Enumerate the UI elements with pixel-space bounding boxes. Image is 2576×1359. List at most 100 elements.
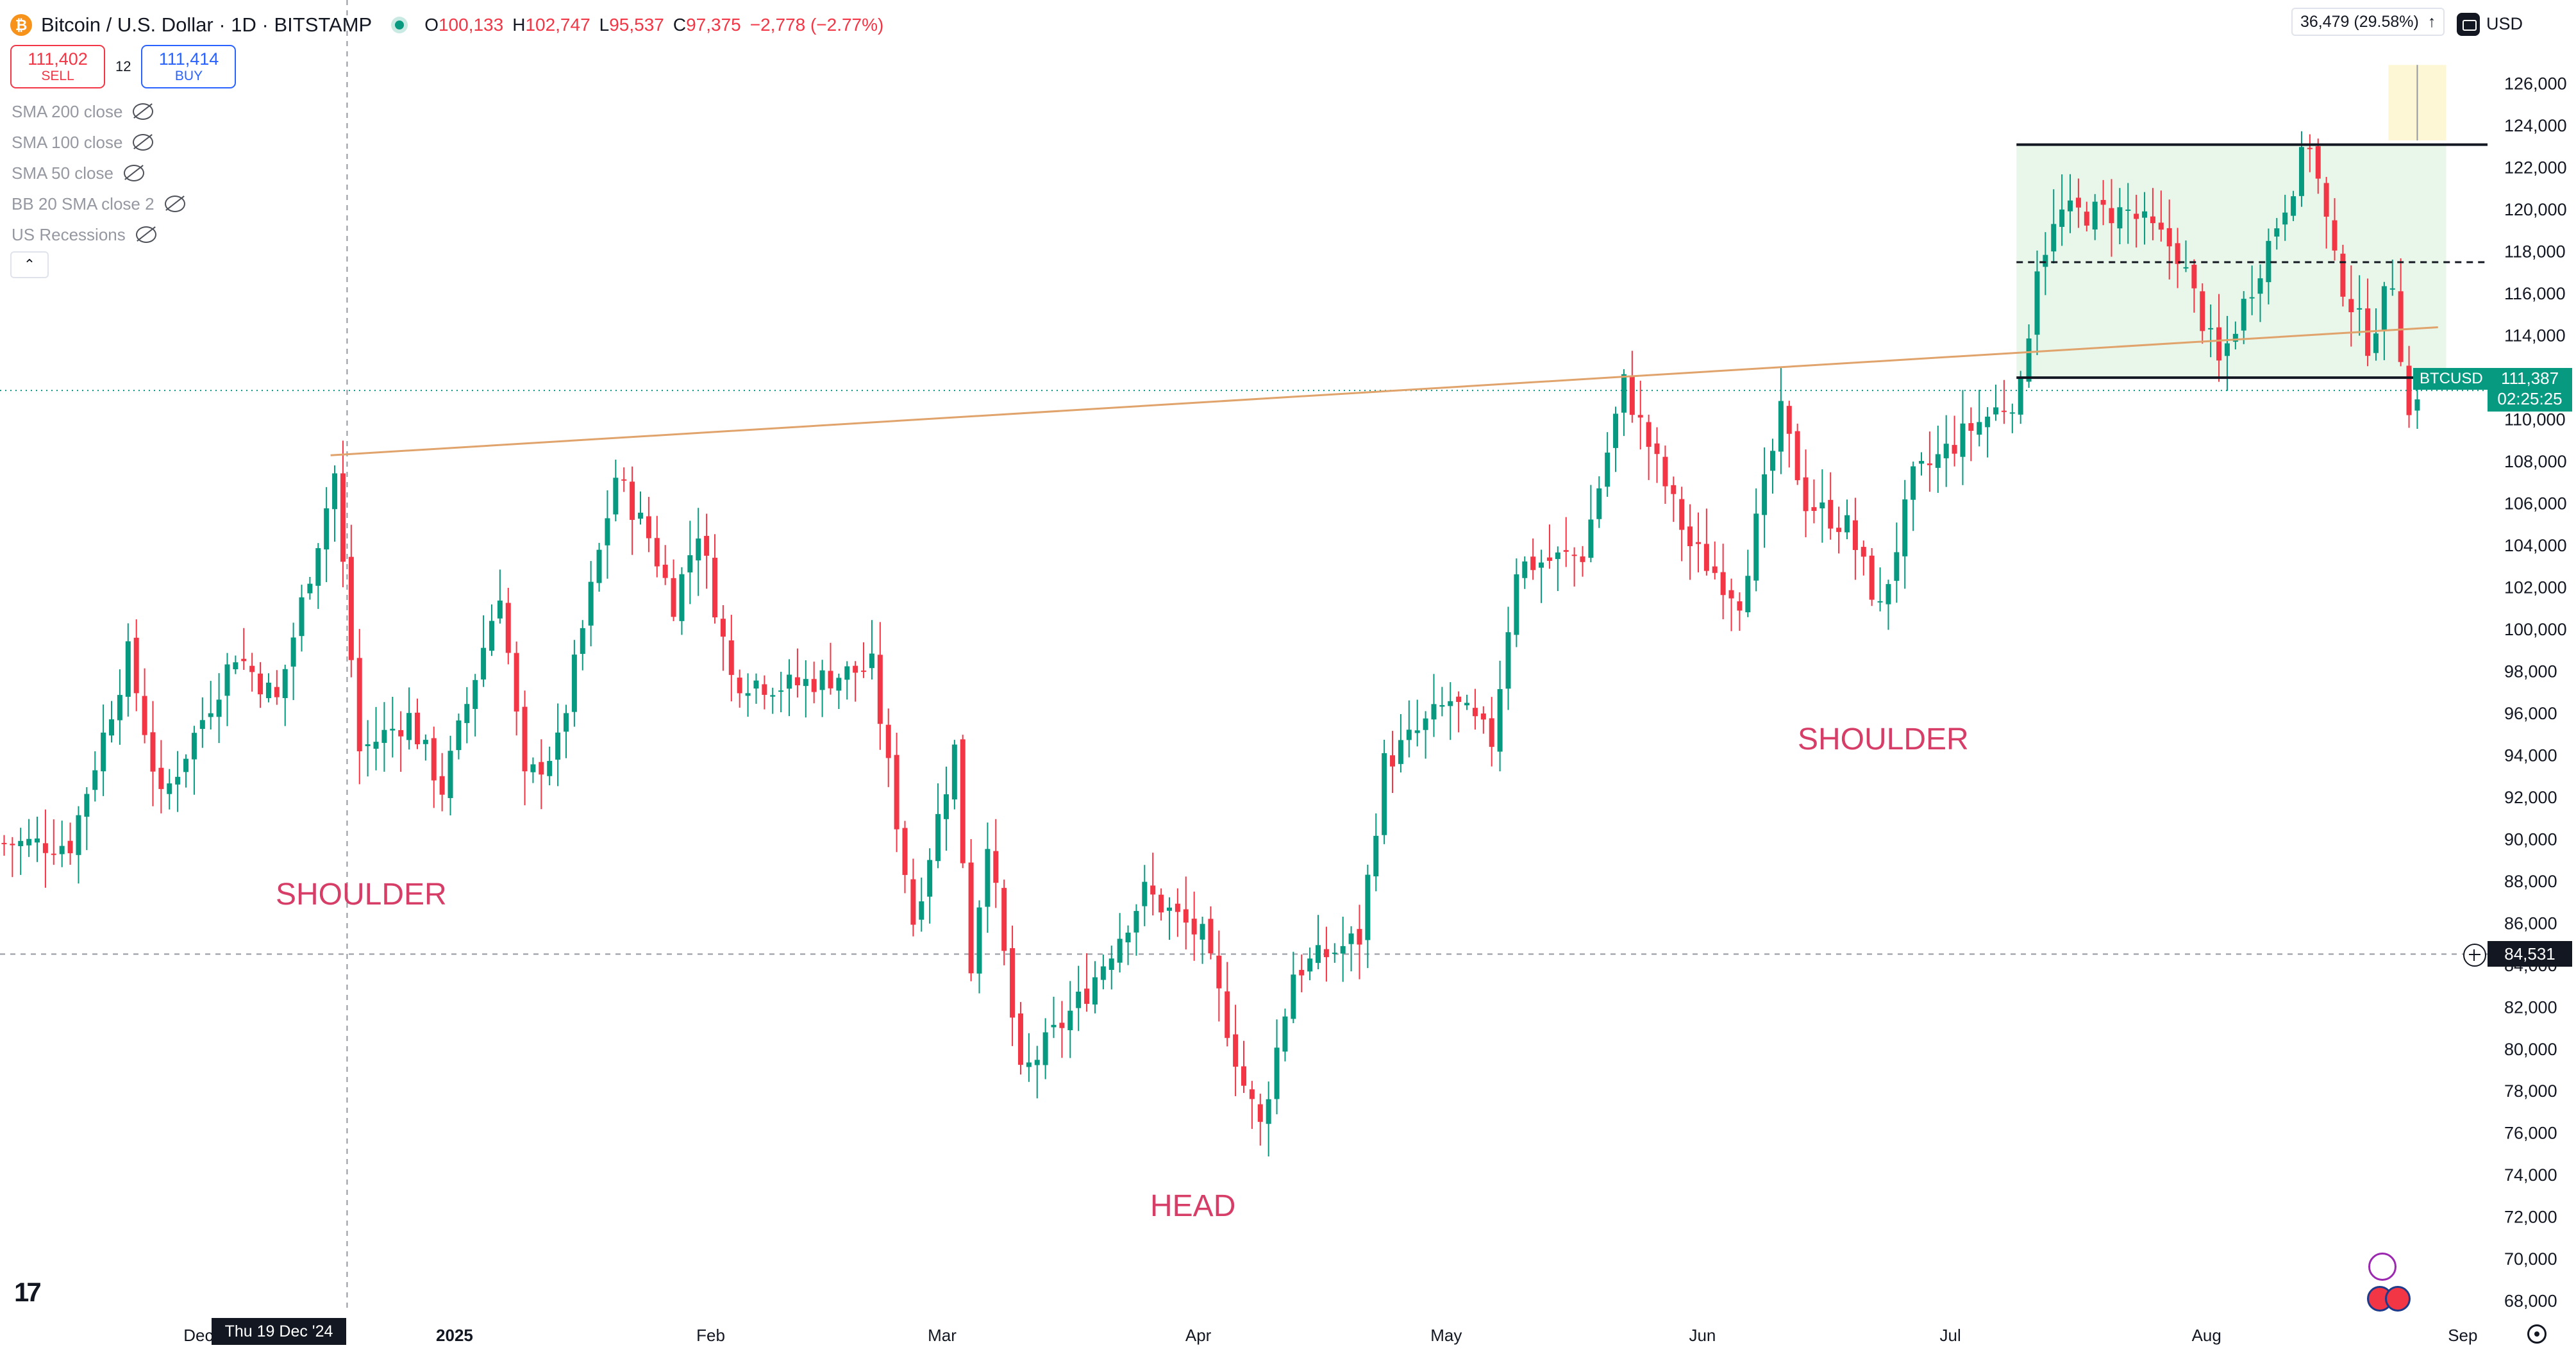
candle-body [2175,243,2180,264]
price-tick-label: 80,000 [2504,1040,2557,1059]
price-tick-label: 116,000 [2504,284,2566,303]
candle-body [1332,953,1337,955]
hidden-eye-icon[interactable] [123,165,144,181]
candle-body [2307,147,2313,149]
candle-body [1580,556,1585,562]
sell-button[interactable]: 111,402 SELL [10,45,105,88]
candle-body [406,713,412,740]
candle-body [1497,689,1503,752]
candle-body [18,840,24,846]
candle-body [762,684,767,695]
candle-body [1539,562,1544,568]
neckline-trendline [330,326,2438,456]
indicator-label: SMA 100 close [12,132,123,152]
candle-body [555,732,561,760]
ai-spark-icon[interactable] [2368,1253,2396,1281]
candle-body [67,840,73,854]
buy-button[interactable]: 111,414 BUY [141,45,237,88]
screenshot-icon[interactable] [2457,13,2480,36]
left-shoulder-label: SHOULDER [276,878,447,912]
candle-body [1051,1024,1057,1028]
buy-label: BUY [174,69,203,83]
gear-icon[interactable] [2527,1324,2547,1344]
candle-body [1712,566,1718,573]
tradingview-logo[interactable]: 17 [14,1277,42,1307]
candle-body [1968,423,1974,431]
symbol-title[interactable]: Bitcoin / U.S. Dollar · 1D · BITSTAMP [41,13,372,36]
candle-body [654,538,660,567]
candle-body [1679,499,1685,530]
chart-header: ₿ Bitcoin / U.S. Dollar · 1D · BITSTAMP … [10,10,883,40]
time-tick-label: 2025 [436,1326,473,1345]
events-icons[interactable] [2367,1253,2418,1312]
candle-body [2009,412,2015,414]
indicator-legend: SMA 200 close SMA 100 close SMA 50 close… [12,96,185,250]
hidden-eye-icon[interactable] [135,226,156,243]
candle-body [1671,485,1677,494]
candle-body [1943,444,1949,458]
indicator-recessions[interactable]: US Recessions [12,219,185,250]
price-tick-label: 102,000 [2504,578,2567,597]
candle-body [720,619,726,637]
candle-body [563,713,569,732]
price-tick-label: 68,000 [2504,1292,2557,1311]
hidden-eye-icon[interactable] [133,103,154,120]
candle-body [1084,988,1090,1005]
candle-body [885,724,891,758]
candle-body [1786,406,1792,434]
collapse-legend-button[interactable]: ⌃ [10,251,49,278]
candle-body [613,478,619,515]
candle-body [216,699,222,717]
candle-body [26,838,32,846]
indicator-sma50[interactable]: SMA 50 close [12,158,185,188]
candle-body [1233,1034,1239,1067]
candle-body [728,640,734,675]
candle-body [1191,919,1197,935]
add-alert-plus-icon[interactable] [2463,944,2486,967]
candle-body [1249,1089,1255,1099]
price-tick-label: 104,000 [2504,536,2567,555]
candle-body [1489,718,1494,747]
candle-body [10,844,15,846]
candle-body [51,853,56,855]
candle-body [101,732,106,772]
candle-body [332,473,338,510]
close-value: 97,375 [686,15,741,35]
candle-body [1059,1022,1065,1028]
candle-body [770,695,776,697]
indicator-bb[interactable]: BB 20 SMA close 2 [12,188,185,219]
measure-value: 36,479 (29.58%) [2300,12,2419,31]
candle-body [819,670,825,690]
time-tick-label: Aug [2192,1326,2221,1345]
candle-body [737,678,742,694]
candle-body [753,680,759,689]
candle-body [1794,431,1800,481]
currency-label[interactable]: USD [2486,14,2523,33]
candle-body [1728,590,1734,599]
indicator-sma200[interactable]: SMA 200 close [12,96,185,127]
candle-body [390,728,396,731]
candle-body [265,682,271,699]
candle-body [2034,271,2040,335]
last-price-label: 111,387 02:25:25 [2488,368,2572,412]
candle-body [2026,338,2032,382]
indicator-sma100[interactable]: SMA 100 close [12,127,185,158]
candle-body [1125,932,1131,943]
change-value: −2,778 (−2.77%) [749,15,884,35]
candle-body [861,671,867,672]
candle-body [290,637,296,667]
candle-body [704,535,710,556]
hidden-eye-icon[interactable] [164,196,185,212]
candle-body [1010,948,1016,1018]
price-tick-label: 126,000 [2504,74,2567,94]
candle-body [662,564,668,578]
price-tick-label: 106,000 [2504,494,2567,513]
candle-body [993,851,999,883]
candle-body [447,751,453,798]
candle-body [1836,528,1842,532]
hidden-eye-icon[interactable] [133,134,154,151]
candle-body [968,862,974,974]
us-flag-icon[interactable] [2385,1286,2411,1312]
